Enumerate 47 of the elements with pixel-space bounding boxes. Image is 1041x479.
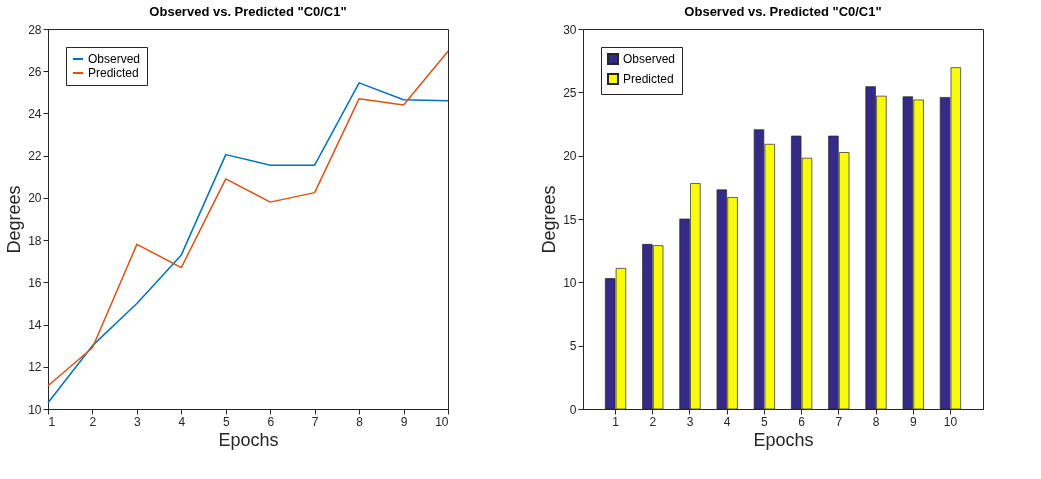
y-tick-label: 5 [569, 339, 577, 354]
y-tick-label: 0 [569, 402, 577, 417]
x-tick-label: 10 [435, 414, 449, 429]
x-tick-label: 2 [649, 414, 657, 429]
legend-label: Predicted [88, 66, 139, 80]
y-tick-label: 16 [28, 275, 42, 290]
y-tick-label: 20 [28, 191, 42, 206]
x-tick-label: 10 [943, 414, 958, 429]
x-tick-label: 5 [761, 414, 769, 429]
y-tick-label: 28 [28, 22, 42, 37]
x-tick-label: 9 [400, 414, 408, 429]
y-tick-label: 22 [28, 149, 42, 164]
x-tick-label: 7 [835, 414, 843, 429]
y-tick-label: 30 [563, 22, 577, 37]
y-tick-label: 26 [28, 64, 42, 79]
y-tick-label: 15 [563, 212, 577, 227]
y-tick-label: 12 [28, 360, 42, 375]
y-tick-label: 20 [563, 149, 577, 164]
x-tick-label: 7 [311, 414, 319, 429]
y-tick-label: 18 [28, 233, 42, 248]
x-tick-label: 4 [178, 414, 186, 429]
legend-label: Observed [88, 52, 141, 66]
legend-label: Observed [623, 52, 676, 66]
x-axis-title: Epochs [753, 429, 814, 450]
y-tick-label: 10 [563, 275, 577, 290]
y-tick-label: 10 [28, 402, 42, 417]
chart-title: Observed vs. Predicted "C0/C1" [149, 4, 347, 19]
x-tick-label: 6 [267, 414, 275, 429]
x-tick-label: 8 [356, 414, 364, 429]
y-axis-title: Degrees [4, 185, 25, 254]
x-tick-label: 1 [48, 414, 56, 429]
x-tick-label: 3 [134, 414, 142, 429]
x-axis-title: Epochs [218, 429, 279, 450]
y-tick-label: 14 [28, 318, 42, 333]
x-tick-label: 6 [798, 414, 806, 429]
x-tick-label: 9 [909, 414, 917, 429]
x-tick-label: 2 [89, 414, 97, 429]
x-tick-label: 1 [612, 414, 620, 429]
x-tick-label: 5 [222, 414, 230, 429]
x-tick-label: 4 [723, 414, 731, 429]
y-tick-label: 25 [563, 85, 577, 100]
x-tick-label: 8 [872, 414, 880, 429]
x-tick-label: 3 [686, 414, 694, 429]
y-tick-label: 24 [28, 106, 42, 121]
chart-title: Observed vs. Predicted "C0/C1" [684, 4, 882, 19]
y-axis-title: Degrees [539, 185, 560, 254]
legend-label: Predicted [623, 72, 674, 86]
